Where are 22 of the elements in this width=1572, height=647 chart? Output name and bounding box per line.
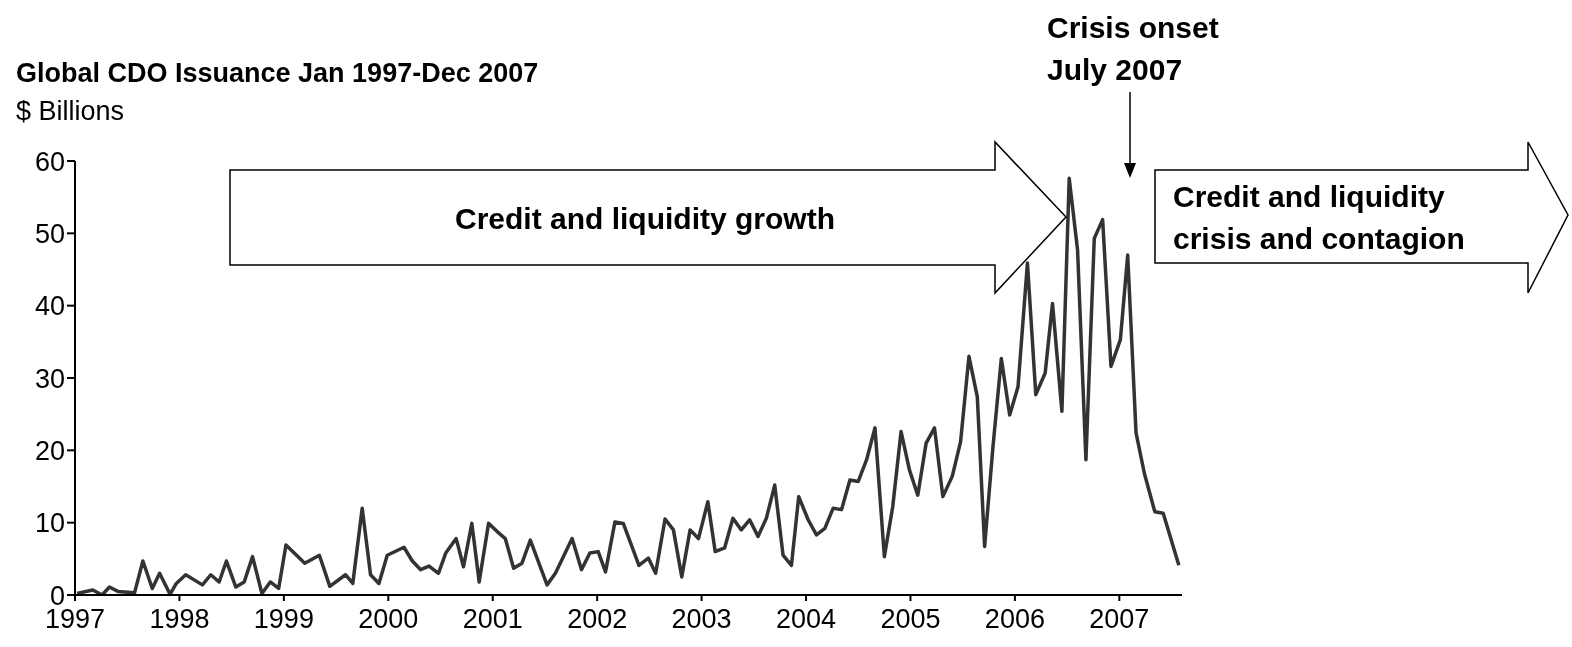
- y-tick-label: 40: [34, 291, 65, 322]
- x-tick-label: 1998: [149, 604, 210, 635]
- y-tick-label: 20: [34, 435, 65, 466]
- x-tick-label: 2000: [358, 604, 419, 635]
- chart-title: Global CDO Issuance Jan 1997-Dec 2007: [16, 58, 539, 89]
- x-tick-label: 2001: [462, 604, 523, 635]
- text: Crisis onset July 2007: [1047, 11, 1219, 86]
- x-tick-label: 2005: [880, 604, 941, 635]
- x-tick-label: 2004: [776, 604, 837, 635]
- y-tick-label: 60: [34, 146, 65, 177]
- chart-subtitle: $ Billions: [16, 96, 125, 127]
- x-tick-label: 2006: [984, 604, 1045, 635]
- y-tick-label: 30: [34, 363, 65, 394]
- annotation: Credit and liquidity crisis and contagion: [1173, 180, 1465, 255]
- x-tick-label: 1997: [44, 604, 106, 635]
- y-tick-label: 50: [34, 218, 65, 249]
- x-tick-label: 2003: [671, 604, 732, 635]
- annotation: Credit and liquidity growth: [455, 202, 835, 235]
- y-tick-label: 10: [34, 508, 65, 539]
- x-tick-label: 2002: [567, 604, 628, 635]
- x-tick-label: 2007: [1089, 604, 1150, 635]
- x-tick-label: 1999: [253, 604, 314, 635]
